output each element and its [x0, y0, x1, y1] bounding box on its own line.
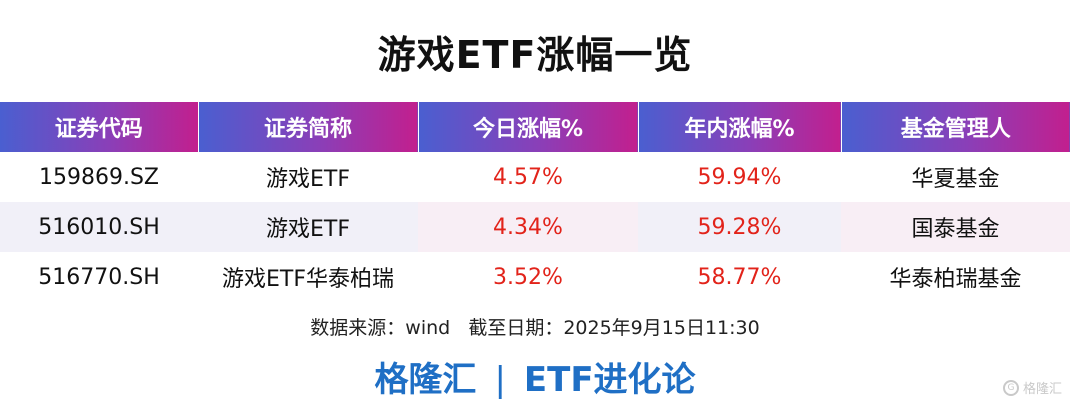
data-source-note: 数据来源：wind 截至日期：2025年9月15日11:30 [310, 317, 760, 339]
table-row: 516770.SH 游戏ETF华泰柏瑞 3.52% 58.77% 华泰柏瑞基金 [0, 252, 1070, 302]
brand-name: 格隆汇 [374, 360, 477, 400]
table-row: 516010.SH 游戏ETF 4.34% 59.28% 国泰基金 [0, 202, 1070, 252]
etf-change-table: 证券代码 证券简称 今日涨幅% 年内涨幅% 基金管理人 159869.SZ 游戏… [0, 102, 1070, 302]
header-manager: 基金管理人 [840, 102, 1070, 152]
cell-name: 游戏ETF [198, 202, 418, 252]
cell-ytd-change: 59.94% [638, 152, 841, 202]
cell-today-change: 4.34% [418, 202, 638, 252]
cell-name: 游戏ETF [198, 152, 418, 202]
header-ytd-change: 年内涨幅% [637, 102, 841, 152]
table-header-row: 证券代码 证券简称 今日涨幅% 年内涨幅% 基金管理人 [0, 102, 1070, 152]
cell-code: 159869.SZ [0, 152, 198, 202]
cell-ytd-change: 59.28% [638, 202, 841, 252]
brand-footer: 格隆汇 | ETF进化论 [0, 352, 1070, 401]
cell-today-change: 4.57% [418, 152, 638, 202]
page-title: 游戏ETF涨幅一览 [377, 33, 693, 77]
watermark-text: 格隆汇 [1022, 382, 1062, 397]
brand-column-name: ETF进化论 [523, 360, 696, 400]
brand-separator: | [494, 360, 506, 400]
table-row: 159869.SZ 游戏ETF 4.57% 59.94% 华夏基金 [0, 152, 1070, 202]
cell-code: 516010.SH [0, 202, 198, 252]
cell-ytd-change: 58.77% [638, 252, 841, 302]
header-today-change: 今日涨幅% [417, 102, 638, 152]
gelonghui-logo-icon: G [1002, 379, 1019, 396]
header-code: 证券代码 [0, 102, 198, 152]
cell-name: 游戏ETF华泰柏瑞 [198, 252, 418, 302]
cell-manager: 华夏基金 [841, 152, 1070, 202]
cell-manager: 国泰基金 [841, 202, 1070, 252]
cell-today-change: 3.52% [418, 252, 638, 302]
cell-code: 516770.SH [0, 252, 198, 302]
watermark: G 格隆汇 [1002, 378, 1062, 397]
header-name: 证券简称 [197, 102, 418, 152]
cell-manager: 华泰柏瑞基金 [841, 252, 1070, 302]
